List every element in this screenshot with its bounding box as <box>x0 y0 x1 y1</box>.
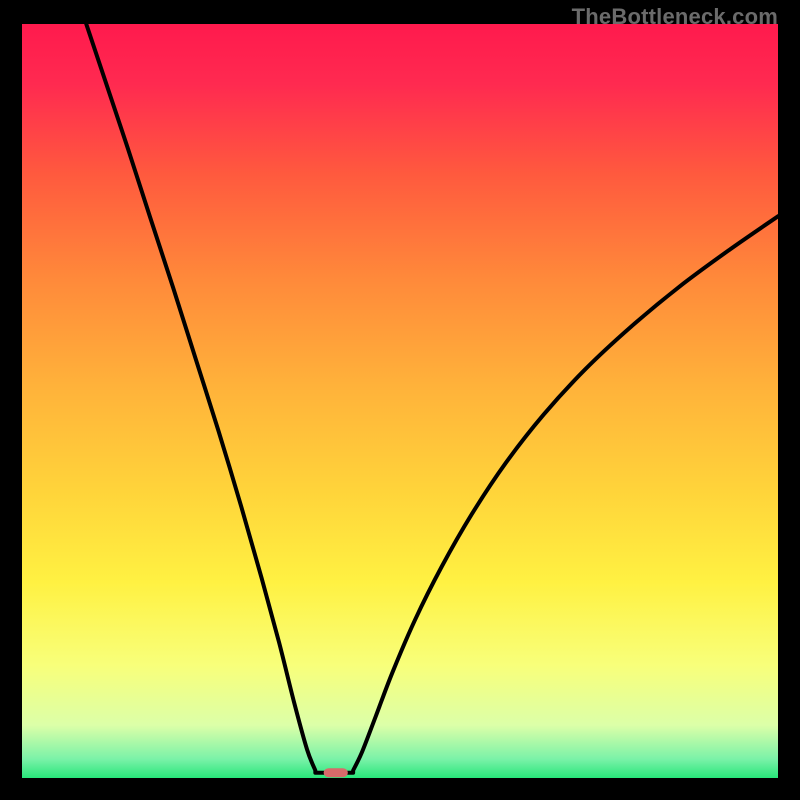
plot-area <box>22 24 778 778</box>
chart-frame: TheBottleneck.com <box>0 0 800 800</box>
chart-svg <box>22 24 778 778</box>
valley-marker <box>324 768 348 777</box>
gradient-background <box>22 24 778 778</box>
